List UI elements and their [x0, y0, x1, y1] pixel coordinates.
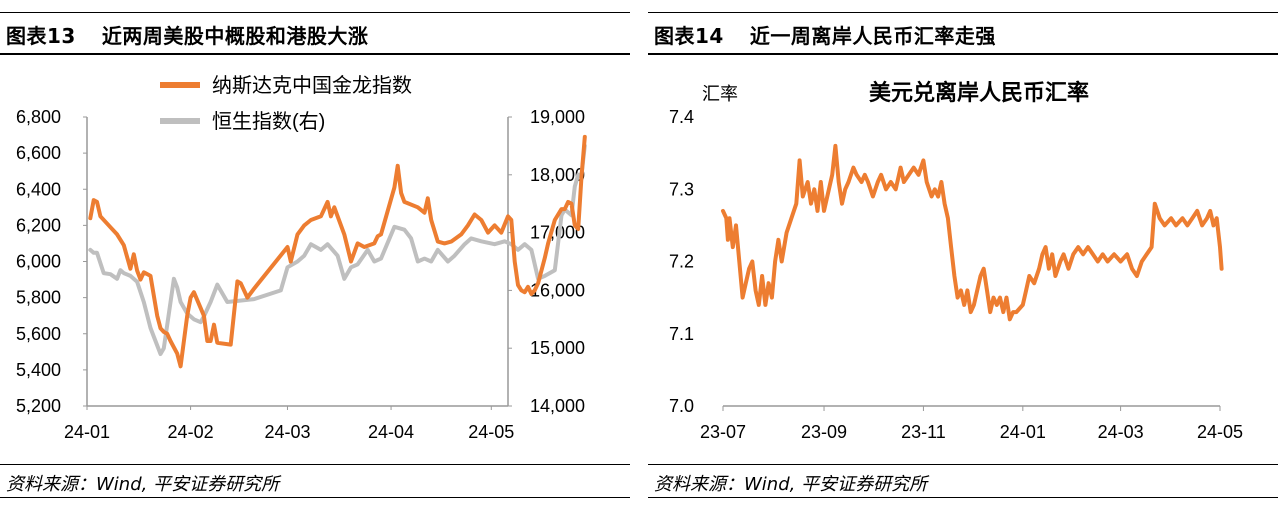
usdcnh-series-line [721, 143, 1224, 322]
top-rule [648, 12, 1278, 13]
hang-seng-series-line [88, 143, 587, 356]
source-note: 资料来源：Wind, 平安证券研究所 [6, 474, 280, 495]
y-left-tick-label: 5,400 [16, 360, 61, 380]
nasdaq-hsi-line-chart: 6,800 6,600 6,400 6,200 6,000 5,800 5,600 5,400… [16, 74, 587, 442]
y-tick-label: 7.0 [669, 396, 694, 416]
x-tick-label: 24-04 [368, 422, 414, 442]
figure-number: 图表13 [6, 24, 76, 48]
y-left-tick-label: 5,200 [16, 396, 61, 416]
figure-number: 图表14 [654, 24, 724, 48]
figure-title-text: 近两周美股中概股和港股大涨 [101, 24, 369, 48]
y-left-tick-label: 6,600 [16, 143, 61, 163]
y-left-tick-label: 6,800 [16, 107, 61, 127]
x-tick-label: 24-03 [1098, 422, 1144, 442]
y-right-tick-label: 19,000 [530, 107, 585, 127]
x-tick-label: 24-03 [264, 422, 310, 442]
y-tick-label: 7.4 [669, 107, 694, 127]
y-tick-label: 7.3 [669, 179, 694, 199]
x-tick-label: 23-07 [700, 422, 746, 442]
source-rule [0, 464, 630, 465]
x-tick-label: 23-11 [901, 422, 946, 442]
y-tick-label: 7.1 [669, 324, 694, 344]
figure-title-text: 近一周离岸人民币汇率走强 [749, 24, 996, 48]
x-tick-label: 24-01 [1000, 422, 1046, 442]
nasdaq-golden-dragon-series-line [88, 134, 587, 369]
legend-label: 恒生指数(右) [212, 110, 325, 133]
y-right-tick-label: 14,000 [530, 396, 585, 416]
figure-13-panel: 图表13 近两周美股中概股和港股大涨 6,800 6,600 6,400 6,200 6,… [0, 0, 630, 507]
y-left-tick-label: 6,200 [16, 215, 61, 235]
figure-title: 图表14 近一周离岸人民币汇率走强 [654, 20, 996, 49]
y-left-tick-label: 5,600 [16, 324, 61, 344]
y-axis-label: 汇率 [702, 84, 738, 104]
y-right-tick-label: 18,000 [530, 165, 585, 185]
figure-title: 图表13 近两周美股中概股和港股大涨 [6, 20, 368, 49]
source-rule [648, 464, 1278, 465]
y-left-tick-label: 6,400 [16, 179, 61, 199]
x-tick-label: 24-05 [1197, 422, 1243, 442]
x-tick-label: 24-01 [64, 422, 110, 442]
y-right-tick-label: 16,000 [530, 280, 585, 300]
y-left-tick-label: 6,000 [16, 252, 61, 272]
y-tick-label: 7.2 [669, 252, 694, 272]
y-left-tick-label: 5,800 [16, 288, 61, 308]
chart-title: 美元兑离岸人民币汇率 [869, 80, 1089, 105]
bottom-rule [648, 497, 1278, 498]
legend-label: 纳斯达克中国金龙指数 [212, 74, 412, 97]
source-note: 资料来源：Wind, 平安证券研究所 [654, 474, 928, 495]
x-tick-label: 24-05 [468, 422, 514, 442]
usdcnh-line-chart: 7.4 7.3 7.2 7.1 7.0 23-07 23-09 23-11 24-01 24-03… [669, 80, 1243, 442]
title-rule [0, 53, 630, 55]
title-rule [648, 53, 1278, 55]
top-rule [0, 12, 630, 13]
y-right-tick-label: 15,000 [530, 338, 585, 358]
bottom-rule [0, 497, 630, 498]
figure-14-panel: 图表14 近一周离岸人民币汇率走强 7.4 7.3 7.2 7.1 7.0 23-07 23-… [648, 0, 1278, 507]
x-tick-label: 23-09 [801, 422, 847, 442]
x-tick-label: 24-02 [168, 422, 214, 442]
